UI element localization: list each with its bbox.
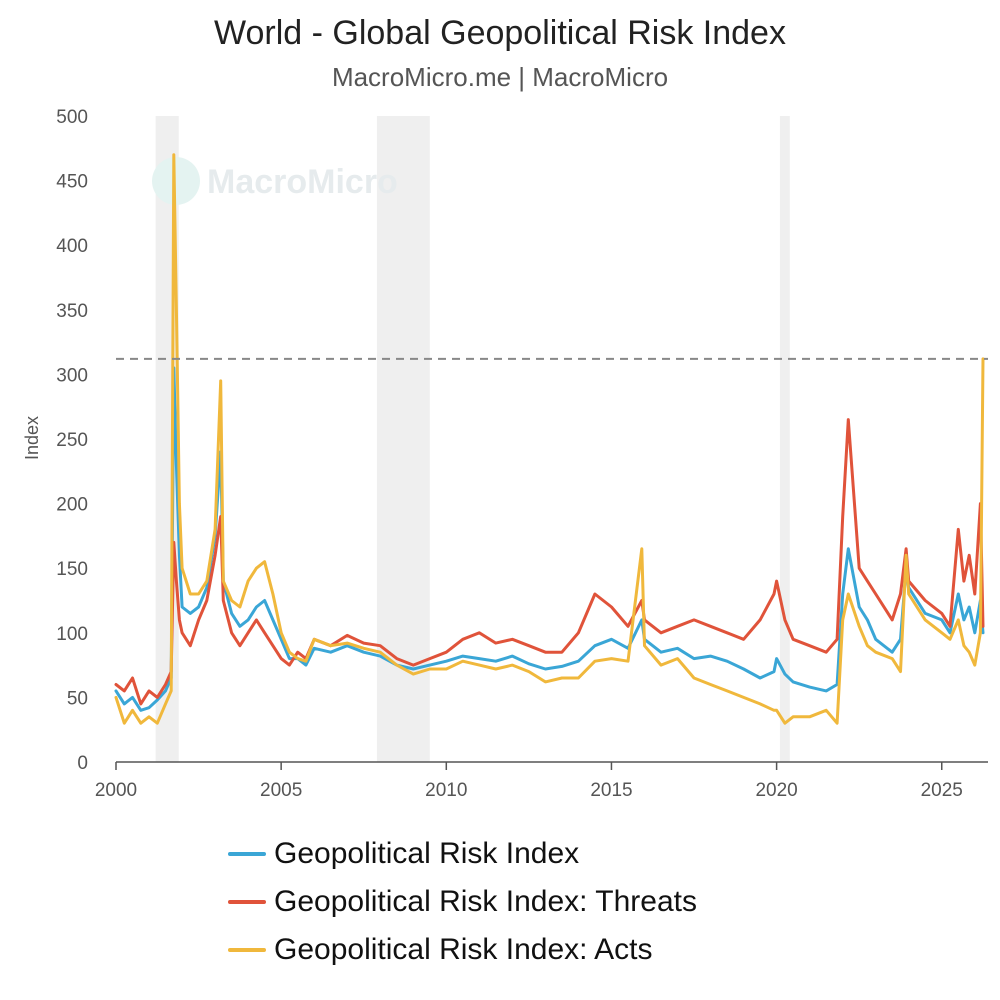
legend-label-acts: Geopolitical Risk Index: Acts — [274, 933, 653, 966]
y-tick-label: 150 — [56, 559, 88, 580]
y-tick-label: 350 — [56, 301, 88, 322]
legend-swatch-threats — [228, 900, 266, 904]
shaded-periods — [155, 116, 790, 762]
series-line-threats[interactable] — [114, 418, 985, 706]
y-tick-label: 50 — [67, 688, 88, 709]
legend-label-gpr: Geopolitical Risk Index — [274, 837, 580, 870]
watermark-text: MacroMicro — [207, 163, 398, 201]
watermark-logo-icon — [152, 157, 200, 205]
y-tick-label: 400 — [56, 236, 88, 257]
legend-swatch-gpr — [228, 852, 266, 856]
legend-label-threats: Geopolitical Risk Index: Threats — [274, 885, 697, 918]
shaded-period-2 — [779, 116, 790, 762]
x-tick-label: 2005 — [260, 780, 302, 801]
y-tick-label: 450 — [56, 172, 88, 193]
legend: Geopolitical Risk Index Geopolitical Ris… — [228, 830, 697, 974]
y-tick-label: 300 — [56, 365, 88, 386]
y-tick-label: 0 — [77, 753, 88, 774]
y-tick-label: 200 — [56, 495, 88, 516]
x-tick-label: 2025 — [921, 780, 963, 801]
y-axis: 0 50 100 150 200 250 300 350 400 450 500 — [56, 107, 88, 774]
chart-title: World - Global Geopolitical Risk Index — [214, 14, 786, 52]
x-tick-label: 2000 — [95, 780, 137, 801]
y-tick-label: 100 — [56, 624, 88, 645]
series-line-gpr[interactable] — [114, 366, 985, 712]
legend-item-gpr[interactable]: Geopolitical Risk Index — [228, 830, 697, 878]
legend-item-threats[interactable]: Geopolitical Risk Index: Threats — [228, 878, 697, 926]
shaded-period-1 — [376, 116, 430, 762]
series-line-acts[interactable] — [114, 153, 985, 725]
chart-subtitle: MacroMicro.me | MacroMicro — [331, 62, 669, 92]
series-lines — [114, 153, 985, 725]
x-axis: 2000 2005 2010 2015 2020 2025 — [95, 761, 988, 801]
x-tick-label: 2020 — [755, 780, 797, 801]
legend-item-acts[interactable]: Geopolitical Risk Index: Acts — [228, 926, 697, 974]
x-tick-label: 2015 — [590, 780, 632, 801]
y-tick-label: 250 — [56, 430, 88, 451]
y-axis-label: Index — [22, 416, 42, 460]
x-tick-label: 2010 — [425, 780, 467, 801]
legend-swatch-acts — [228, 948, 266, 952]
watermark: MacroMicro — [152, 157, 398, 205]
y-tick-label: 500 — [56, 107, 88, 128]
